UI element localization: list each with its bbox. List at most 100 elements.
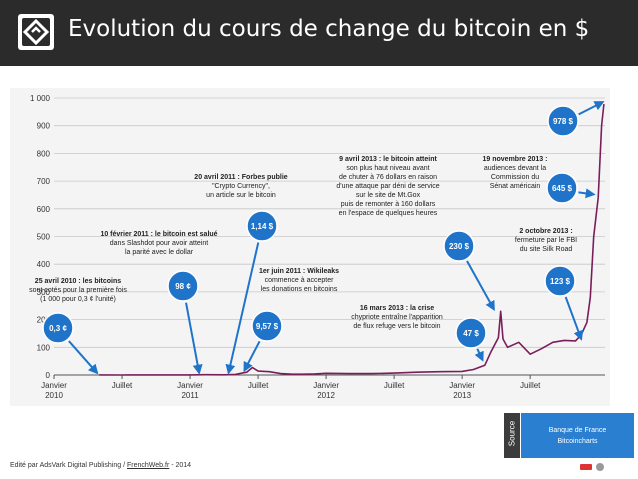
- annotations-group: 25 avril 2010 : les bitcoins sont cotés p…: [29, 156, 577, 330]
- annotation: 16 mars 2013 : la crise chypriote entraîn…: [351, 305, 443, 330]
- annotation-line: en l'espace de quelques heures: [339, 210, 438, 217]
- arrow: [578, 101, 605, 116]
- x-tick-label: Juillet: [248, 381, 269, 390]
- y-tick-label: 200: [37, 316, 51, 325]
- page-title: Evolution du cours de change du bitcoin …: [68, 16, 590, 42]
- arrow: [474, 348, 484, 362]
- y-axis: 0 100 200 300 400 500 600 700 800 900 1 000: [30, 94, 51, 380]
- annotation-line: d'une attaque par déni de service: [336, 183, 439, 190]
- y-tick-label: 0: [46, 371, 51, 380]
- x-tick-label: 2011: [181, 391, 199, 400]
- annotation-line: 19 novembre 2013 :: [483, 156, 548, 163]
- value-bubble: [167, 270, 199, 302]
- value-bubble: [251, 310, 283, 342]
- annotation-line: commence à accepter: [265, 277, 335, 284]
- title-bar: Evolution du cours de change du bitcoin …: [0, 0, 638, 66]
- bubble-label: 230 $: [449, 242, 470, 251]
- arrow: [243, 340, 261, 373]
- source-tab: Source: [504, 413, 520, 458]
- annotation-line: Sénat américain: [490, 183, 541, 190]
- value-bubble: [246, 210, 278, 242]
- source-line-2: Bitcoincharts: [557, 438, 598, 445]
- y-tick-label: 800: [37, 149, 51, 158]
- annotation-line: chypriote entraîne l'apparition: [351, 314, 443, 321]
- y-tick-label: 1 000: [30, 94, 51, 103]
- y-tick-label: 300: [37, 288, 51, 297]
- footer-prefix: Edité par AdsVark Digital Publishing /: [10, 462, 127, 469]
- annotation-line: audiences devant la: [484, 165, 546, 172]
- annotation-line: sur le site de Mt.Gox: [356, 192, 421, 199]
- annotation-line: 10 février 2011 : le bitcoin est salué: [100, 231, 217, 238]
- arrows-group: [68, 101, 605, 375]
- arrow: [578, 188, 596, 199]
- x-tick-label: 2012: [317, 391, 335, 400]
- footer-suffix: - 2014: [169, 462, 192, 469]
- x-tick-label: 2013: [453, 391, 471, 400]
- bubble-label: 47 $: [463, 329, 479, 338]
- bubble-label: 1,14 $: [251, 222, 274, 231]
- footer-link[interactable]: FrenchWeb.fr: [127, 462, 170, 469]
- annotation-line: 9 avril 2013 : le bitcoin atteint: [339, 156, 437, 163]
- arrow: [466, 260, 495, 312]
- x-tick-label: Janvier: [449, 381, 475, 390]
- annotation-line: 25 avril 2010 : les bitcoins: [35, 278, 121, 285]
- bubble-label: 98 ¢: [175, 282, 191, 291]
- bubble-label: 123 $: [550, 277, 571, 286]
- annotation-line: puis de remonter à 160 dollars: [341, 201, 436, 208]
- bubble-label: 645 $: [552, 184, 573, 193]
- annotation: 1er juin 2011 : Wikileaks commence à acce…: [259, 268, 339, 293]
- x-tick-label: Janvier: [313, 381, 339, 390]
- x-tick-label: Juillet: [384, 381, 405, 390]
- value-bubble: [544, 265, 576, 297]
- bitcoin-chart: 0 100 200 300 400 500 600 700 800 900 1 000 Janvie…: [10, 88, 610, 406]
- annotation-line: sont cotés pour la première fois: [29, 287, 127, 294]
- annotation-line: du site Silk Road: [520, 246, 573, 253]
- source-label: Source: [507, 420, 517, 447]
- annotation-line: fermeture par le FBI: [515, 237, 577, 244]
- annotation: 25 avril 2010 : les bitcoins sont cotés p…: [29, 278, 127, 303]
- annotation-line: de chuter à 76 dollars en raison: [339, 174, 437, 181]
- value-bubble: [546, 172, 578, 204]
- x-tick-label: Janvier: [41, 381, 67, 390]
- arrow: [225, 242, 260, 375]
- y-tick-label: 400: [37, 260, 51, 269]
- annotation: 19 novembre 2013 : audiences devant la Com…: [483, 156, 548, 190]
- annotation-line: Commission du: [491, 174, 539, 181]
- value-bubble: [443, 230, 475, 262]
- annotation: 2 octobre 2013 : fermeture par le FBI du s…: [515, 228, 577, 253]
- annotation-line: son plus haut niveau avant: [346, 165, 429, 172]
- annotation-line: "Crypto Currency",: [212, 183, 270, 190]
- y-tick-label: 900: [37, 122, 51, 131]
- annotation-line: un article sur le bitcoin: [206, 192, 276, 199]
- bubble-label: 0,3 ¢: [49, 324, 67, 333]
- annotation-line: (1 000 pour 0,3 ¢ l'unité): [40, 296, 116, 303]
- annotation-line: les donations en bitcoins: [261, 286, 338, 293]
- source-box: Source Banque de France Bitcoincharts: [504, 413, 634, 458]
- bubble-label: 978 $: [553, 117, 574, 126]
- x-tick-label: 2010: [45, 391, 63, 400]
- y-tick-label: 600: [37, 205, 51, 214]
- annotation: 9 avril 2013 : le bitcoin atteint son plu…: [336, 156, 439, 217]
- value-bubble: [455, 317, 487, 349]
- publisher-badge-icon: [580, 463, 604, 471]
- y-tick-label: 100: [37, 343, 51, 352]
- x-tick-label: Juillet: [520, 381, 541, 390]
- y-tick-label: 500: [37, 233, 51, 242]
- bubbles-group: 0,3 ¢ 98 ¢ 1,14 $ 9,57 $ 47 $ 230 $ 123 $ 645 $…: [42, 105, 579, 349]
- value-bubble: [547, 105, 579, 137]
- annotation-line: 16 mars 2013 : la crise: [360, 305, 434, 312]
- footer: Edité par AdsVark Digital Publishing / F…: [10, 462, 191, 469]
- arrow: [564, 296, 584, 341]
- value-bubble: [42, 312, 74, 344]
- annotation-line: la parité avec le dollar: [125, 249, 194, 256]
- chart-background: [10, 88, 610, 406]
- source-body: Banque de France Bitcoincharts: [521, 413, 634, 458]
- x-tick-label: Janvier: [177, 381, 203, 390]
- annotation-line: 20 avril 2011 : Forbes publie: [194, 174, 287, 181]
- frenchweb-logo-icon: [18, 14, 54, 50]
- arrow: [185, 302, 203, 375]
- annotation-line: 1er juin 2011 : Wikileaks: [259, 268, 339, 275]
- x-tick-label: Juillet: [112, 381, 133, 390]
- arrow: [68, 340, 99, 375]
